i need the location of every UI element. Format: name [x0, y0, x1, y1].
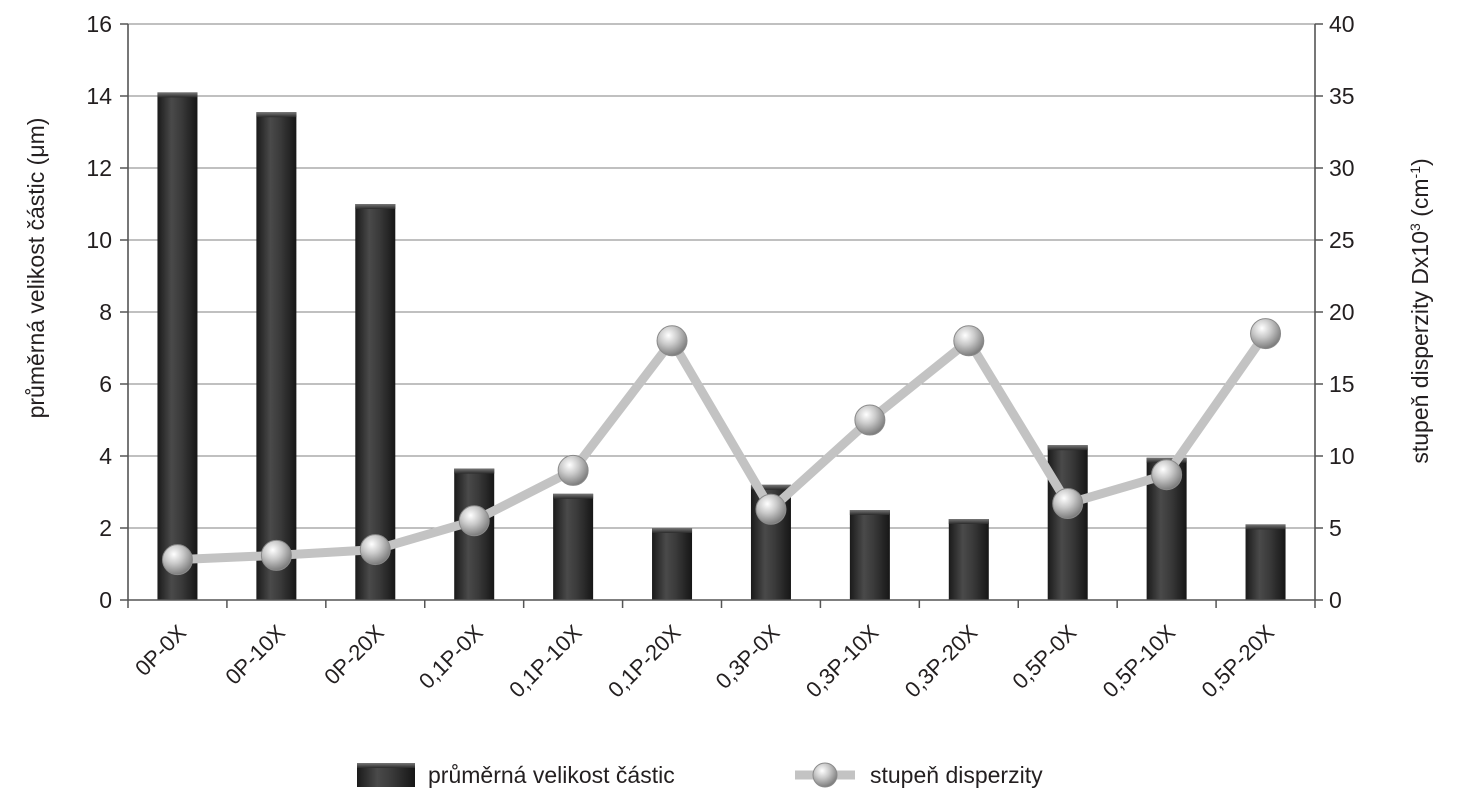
y-tick-label: 8 [99, 299, 112, 325]
gridlines [128, 23, 1315, 529]
y2-tick-label: 5 [1329, 515, 1342, 541]
x-tick-label: 0P-20X [319, 620, 389, 690]
y-tick-label: 0 [99, 587, 112, 613]
data-point [1250, 318, 1282, 350]
data-point [1151, 459, 1183, 491]
x-tick-label: 0,3P-10X [801, 620, 884, 703]
bar-cap [1047, 445, 1088, 451]
y-axis-title: průměrná velikost částic (μm) [23, 118, 49, 419]
data-point [557, 454, 589, 486]
legend-line-marker [812, 762, 838, 788]
bar [256, 112, 297, 600]
y-tick-label: 6 [99, 371, 112, 397]
bar-body [355, 204, 396, 600]
y2-axis-title: stupeň disperzity Dx103 (cm-1) [1407, 158, 1433, 463]
bar-cap [1245, 524, 1286, 530]
bar [157, 92, 198, 601]
x-tick-label: 0P-0X [130, 620, 191, 681]
bar-cap [948, 519, 989, 524]
bar-cap [750, 484, 791, 490]
y2-axis-title-unit-open: (cm [1407, 178, 1433, 223]
x-tick-label: 0,3P-20X [900, 620, 983, 703]
x-tick-label: 0,3P-0X [711, 620, 785, 694]
bar-cap [454, 468, 495, 474]
y2-axis-title-main: stupeň disperzity Dx10 [1407, 231, 1433, 464]
bar-body [1047, 445, 1088, 600]
bar [948, 519, 989, 600]
legend-bar-swatch-top [357, 763, 415, 768]
bar-cap [553, 493, 594, 499]
bar [1047, 445, 1088, 600]
bar [652, 528, 693, 600]
bar-cap [157, 92, 198, 98]
data-point [359, 534, 391, 566]
data-point [161, 544, 193, 576]
legend-item-line: stupeň disperzity [795, 762, 1043, 788]
x-tick-label: 0,1P-10X [504, 620, 587, 703]
y2-tick-label: 15 [1329, 371, 1355, 397]
data-point [755, 493, 787, 525]
bar-body [1245, 524, 1286, 600]
bar-body [256, 112, 297, 600]
bar-body [157, 92, 198, 601]
y2-axis-title-unit-sup: -1 [1407, 166, 1423, 179]
legend-line-label: stupeň disperzity [870, 762, 1043, 788]
bar [553, 493, 594, 600]
y-tick-label: 10 [86, 227, 112, 253]
x-tick-label: 0,5P-10X [1098, 620, 1181, 703]
y-tick-label: 4 [99, 443, 112, 469]
x-tick-label: 0P-10X [220, 620, 290, 690]
data-point [656, 325, 688, 357]
y-tick-label: 2 [99, 515, 112, 541]
bar-cap [849, 510, 890, 515]
y2-axis-title-unit-close: ) [1407, 158, 1433, 166]
bar [849, 510, 890, 600]
data-point [458, 505, 490, 537]
y2-tick-label: 25 [1329, 227, 1355, 253]
bar [355, 204, 396, 600]
bar-body [553, 493, 594, 600]
x-tick-label: 0,5P-0X [1007, 620, 1081, 694]
bar-body [948, 519, 989, 600]
data-point [1052, 488, 1084, 520]
x-tick-label: 0,5P-20X [1197, 620, 1280, 703]
data-point [854, 404, 886, 436]
bar-cap [652, 528, 693, 533]
bar-series [157, 92, 1286, 601]
y2-tick-label: 10 [1329, 443, 1355, 469]
bar-cap [355, 204, 396, 209]
y2-tick-label: 0 [1329, 587, 1342, 613]
y2-tick-label: 20 [1329, 299, 1355, 325]
y2-tick-label: 40 [1329, 11, 1355, 37]
y-tick-label: 14 [86, 83, 112, 109]
y-tick-label: 16 [86, 11, 112, 37]
y2-axis-title-sup: 3 [1407, 223, 1423, 231]
legend: průměrná velikost částic stupeň disperzi… [357, 762, 1043, 788]
y-tick-label: 12 [86, 155, 112, 181]
legend-item-bar: průměrná velikost částic [357, 762, 675, 788]
x-tick-label: 0,1P-20X [603, 620, 686, 703]
bar-body [652, 528, 693, 600]
x-tick-label: 0,1P-0X [414, 620, 488, 694]
bar-body [849, 510, 890, 600]
line-series [161, 318, 1282, 576]
data-point [260, 539, 292, 571]
legend-bar-label: průměrná velikost částic [428, 762, 675, 788]
y2-tick-label: 30 [1329, 155, 1355, 181]
bar [1245, 524, 1286, 600]
bar-cap [256, 112, 297, 118]
data-point [953, 325, 985, 357]
series-line [172, 329, 1271, 565]
y2-tick-label: 35 [1329, 83, 1355, 109]
